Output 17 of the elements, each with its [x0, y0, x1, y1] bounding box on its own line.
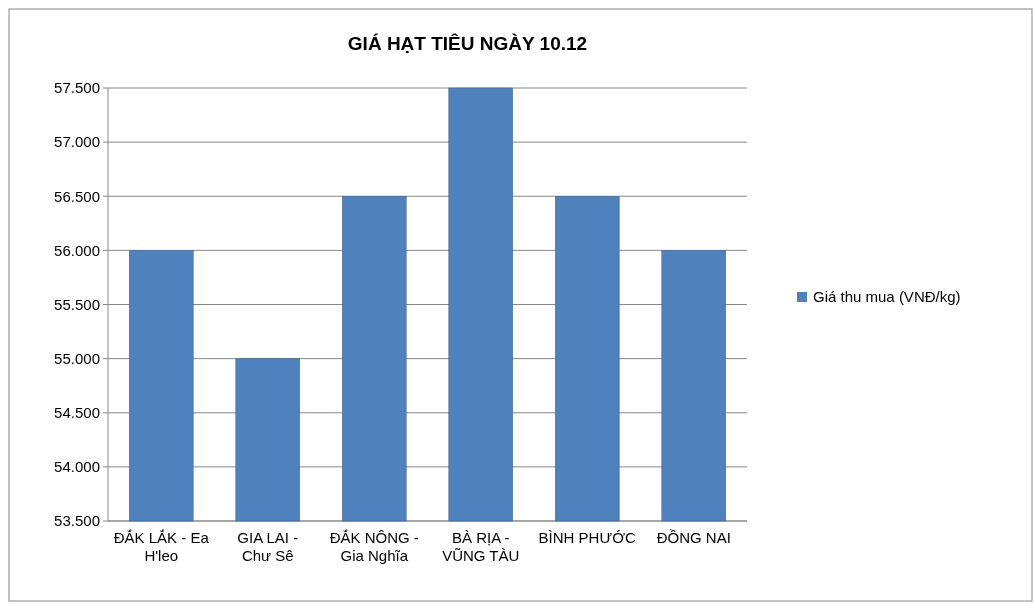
chart-title: GIÁ HẠT TIÊU NGÀY 10.12 [347, 33, 588, 54]
y-tick-label: 54.000 [54, 458, 100, 476]
x-tick-label: ĐẮK NÔNG - Gia Nghĩa [329, 529, 419, 564]
x-tick-label: ĐẮK LẮK - Ea H'leo [113, 529, 210, 564]
y-tick-label: 53.500 [54, 512, 100, 530]
x-tick-label: ĐỒNG NAI [656, 529, 731, 546]
legend-label: Giá thu mua (VNĐ/kg) [813, 288, 961, 306]
y-tick-label: 55.000 [54, 349, 100, 367]
x-tick-label: GIA LAI - Chư Sê [237, 529, 299, 564]
y-tick-label: 54.500 [54, 404, 100, 421]
x-tick-label: BÀ RỊA - VŨNG TÀU [442, 529, 520, 564]
y-tick-label: 56.500 [54, 187, 100, 205]
x-tick-label: BÌNH PHƯỚC [538, 529, 637, 546]
y-tick-label: 57.000 [54, 133, 100, 151]
y-tick-label: 56.000 [54, 241, 100, 259]
y-tick-label: 55.500 [54, 295, 100, 313]
y-tick-label: 57.500 [54, 79, 100, 97]
